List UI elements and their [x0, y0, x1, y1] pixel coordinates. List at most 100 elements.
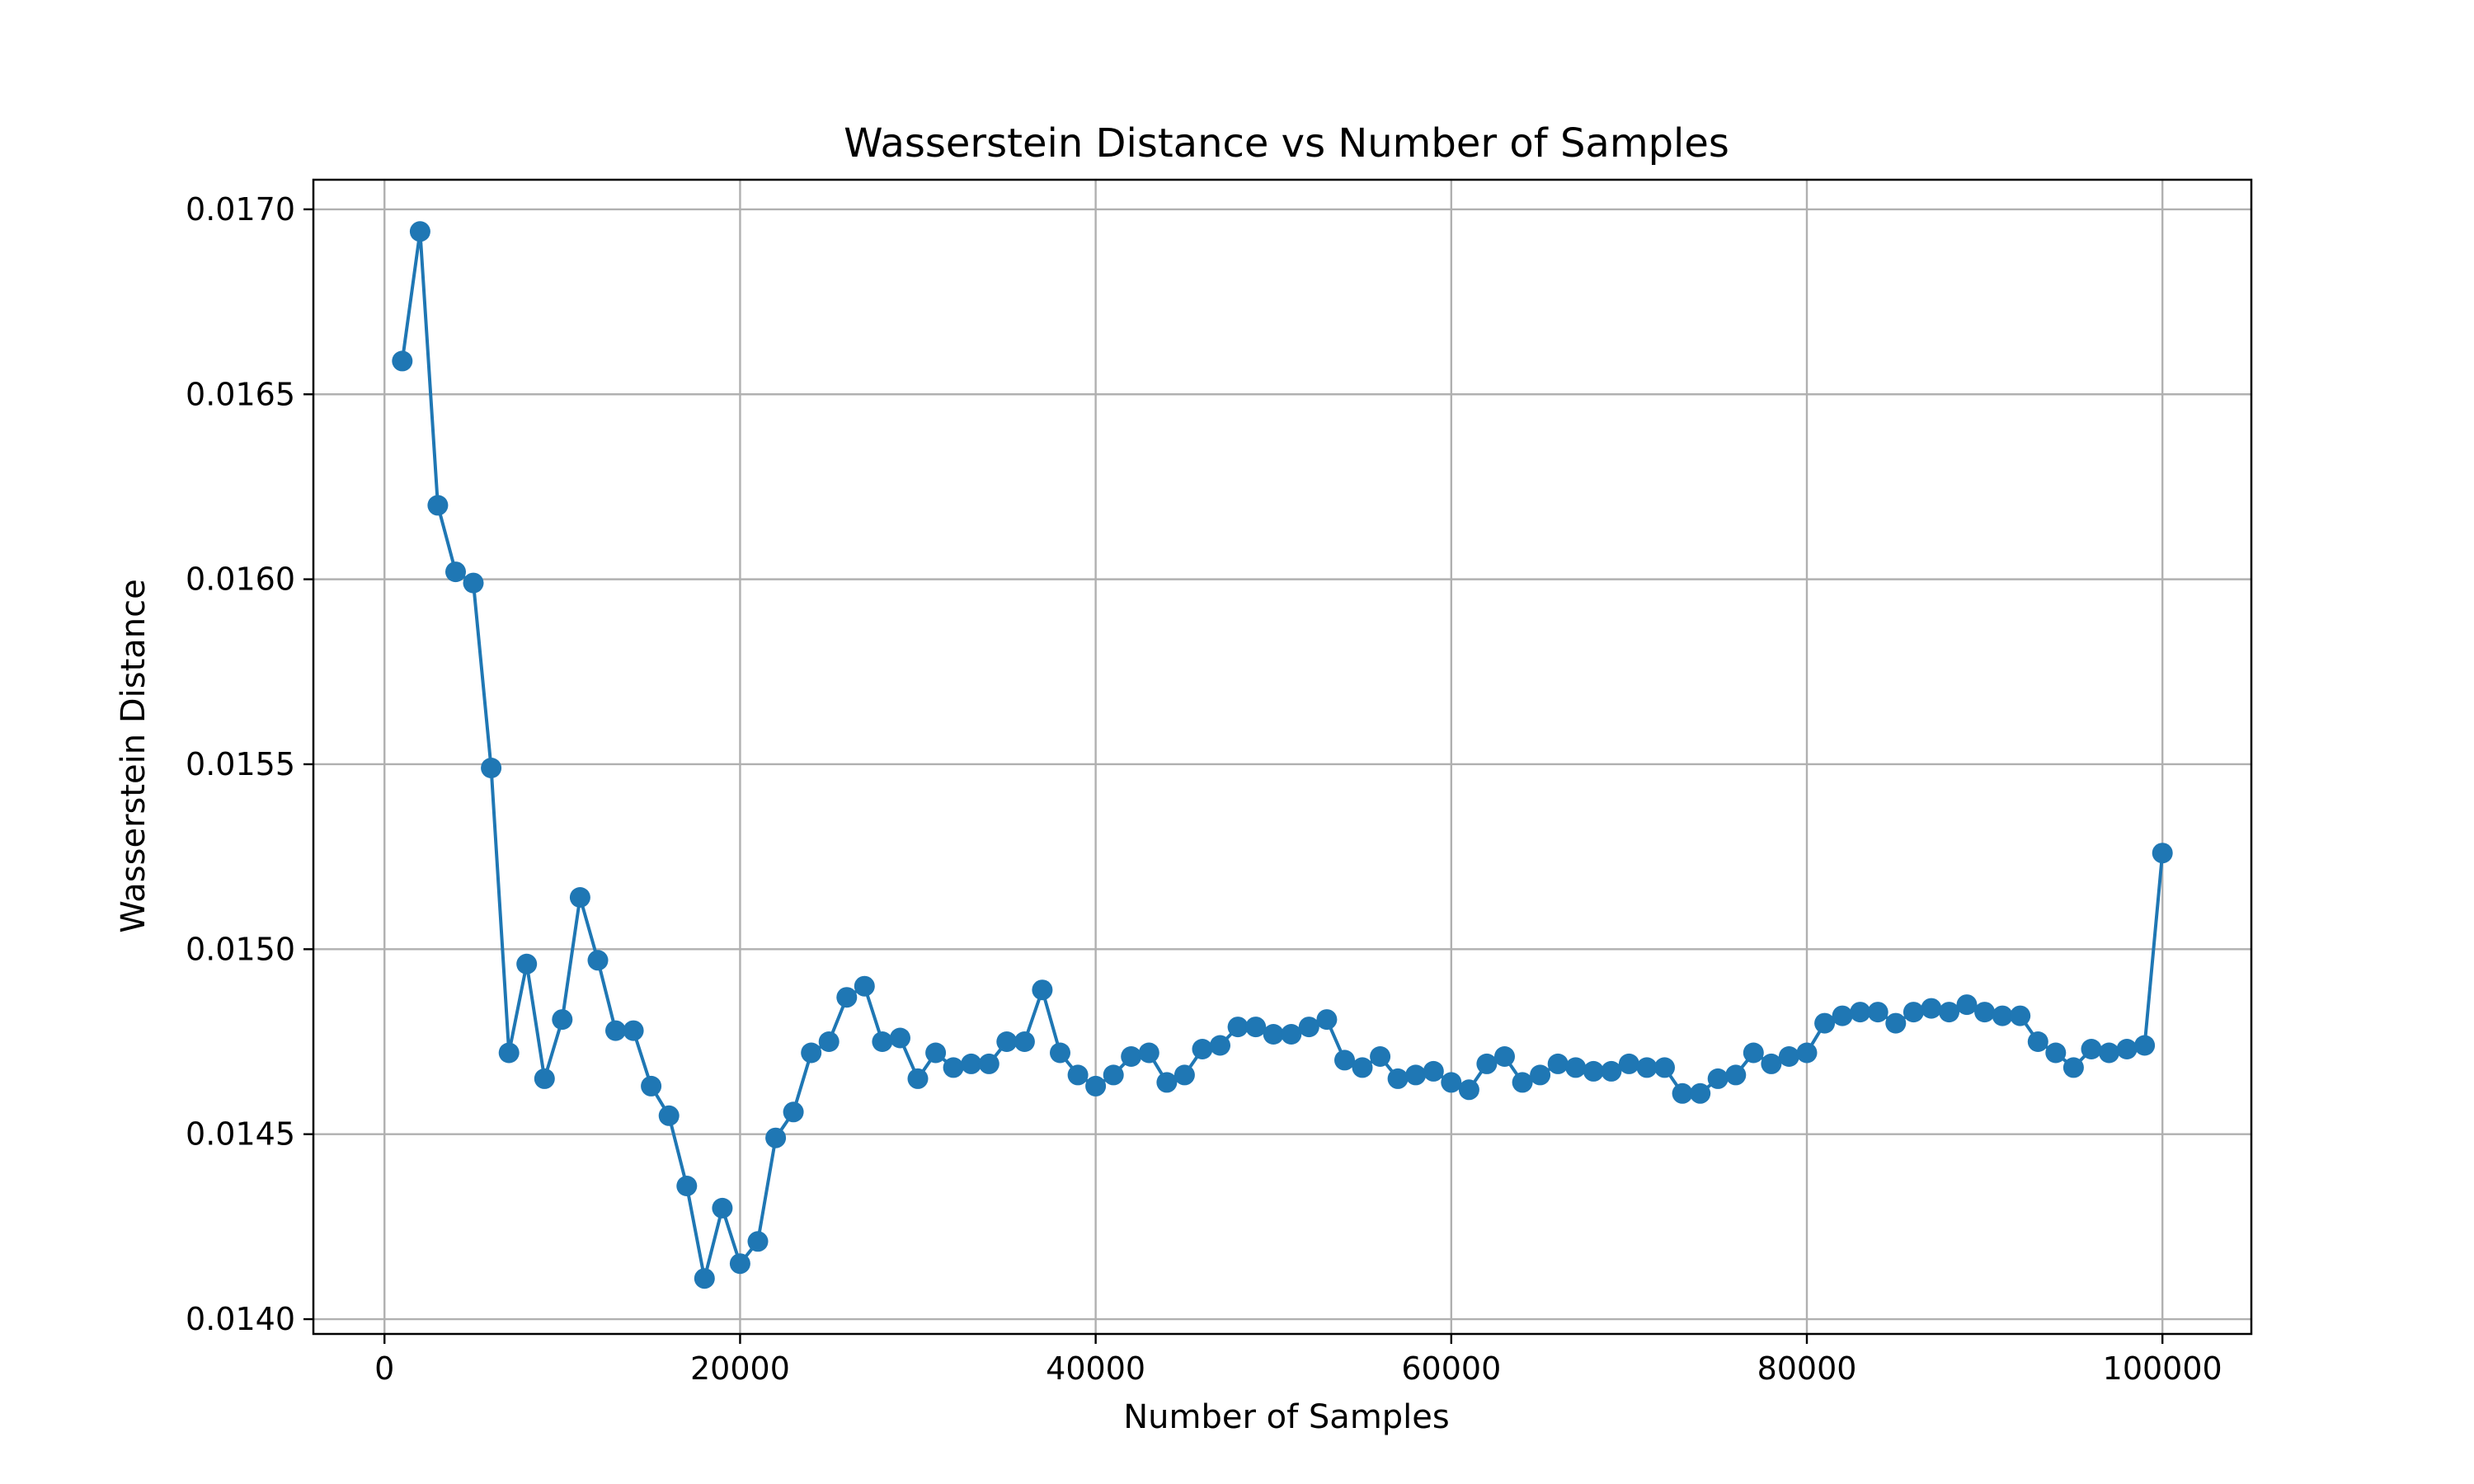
data-point: [729, 1253, 750, 1275]
data-point: [1263, 1024, 1284, 1045]
y-tick-label: 0.0155: [186, 746, 295, 782]
y-axis: 0.0140 0.0145 0.0150 0.0155 0.0160 0.0165 0.01…: [186, 191, 313, 1337]
data-point: [1583, 1060, 1604, 1082]
data-point: [1921, 998, 1942, 1019]
data-point: [1832, 1005, 1853, 1026]
data-point: [1103, 1064, 1124, 1086]
data-point: [1014, 1031, 1035, 1052]
data-point: [2152, 843, 2173, 864]
data-point: [2045, 1042, 2067, 1064]
data-point: [658, 1105, 680, 1126]
data-point: [1281, 1024, 1302, 1045]
y-tick-label: 0.0140: [186, 1301, 295, 1337]
data-point: [569, 887, 590, 908]
y-tick-label: 0.0160: [186, 561, 295, 598]
plot-frame: [312, 178, 2253, 1336]
grid: [313, 180, 2251, 1334]
data-point: [1761, 1053, 1782, 1074]
data-point: [836, 987, 858, 1008]
data-point: [1725, 1064, 1747, 1086]
data-point: [392, 350, 413, 372]
data-point: [1743, 1042, 1764, 1064]
data-point: [1156, 1072, 1178, 1093]
y-tick-label: 0.0145: [186, 1116, 295, 1153]
data-point: [890, 1027, 910, 1049]
x-tick-label: 100000: [2103, 1350, 2222, 1387]
data-point: [481, 758, 502, 778]
data-point: [1405, 1064, 1427, 1086]
data-point: [1316, 1009, 1338, 1031]
data-point: [1707, 1068, 1729, 1089]
data-point: [1939, 1002, 1959, 1023]
data-point: [1121, 1046, 1142, 1067]
data-point: [1441, 1072, 1462, 1093]
data-point: [1210, 1035, 1230, 1056]
data-point: [961, 1053, 982, 1074]
y-axis-label: Wasserstein Distance: [115, 579, 153, 932]
data-point: [854, 975, 875, 997]
data-point: [2062, 1057, 2084, 1078]
data-point: [978, 1053, 999, 1074]
x-tick-label: 0: [374, 1350, 394, 1387]
data-point: [587, 950, 609, 971]
data-point: [694, 1268, 715, 1289]
data-point: [1032, 979, 1053, 1001]
data-point: [1654, 1057, 1675, 1078]
data-point: [1690, 1082, 1711, 1104]
x-tick-label: 60000: [1401, 1350, 1501, 1387]
data-point: [943, 1057, 964, 1078]
x-tick-label: 20000: [690, 1350, 790, 1387]
data-point: [1192, 1039, 1213, 1059]
data-point: [552, 1009, 573, 1031]
data-point: [534, 1068, 555, 1089]
data-point: [1458, 1079, 1479, 1101]
data-point: [1992, 1005, 2013, 1026]
data-point: [623, 1020, 644, 1041]
x-tick-label: 40000: [1046, 1350, 1145, 1387]
data-point: [427, 495, 449, 516]
data-point: [1494, 1046, 1515, 1067]
x-axis: 0 20000 40000 60000 80000 100000: [374, 1334, 2222, 1387]
chart-title: Wasserstein Distance vs Number of Sample…: [844, 120, 1729, 167]
data-point: [1903, 1002, 1924, 1023]
data-point: [1885, 1012, 1907, 1034]
data-point: [445, 561, 466, 583]
data-point: [925, 1042, 947, 1064]
data-point: [498, 1042, 520, 1064]
series-layer: [392, 221, 2173, 1289]
data-point: [872, 1031, 893, 1052]
data-point: [1387, 1068, 1409, 1089]
data-point: [1174, 1064, 1195, 1086]
data-point: [676, 1176, 698, 1196]
data-point: [1565, 1057, 1587, 1078]
data-point: [1850, 1002, 1871, 1023]
data-point: [1085, 1075, 1107, 1097]
data-point: [818, 1031, 840, 1052]
data-point: [747, 1231, 769, 1252]
data-point: [1672, 1082, 1693, 1104]
data-point: [1956, 994, 1978, 1016]
data-point: [1778, 1046, 1799, 1067]
data-point: [996, 1031, 1018, 1052]
data-point: [1530, 1064, 1551, 1086]
data-point: [765, 1127, 787, 1148]
data-point: [1050, 1042, 1070, 1064]
data-point: [605, 1020, 626, 1041]
data-point: [1547, 1053, 1569, 1074]
y-tick-label: 0.0150: [186, 931, 295, 967]
data-point: [463, 572, 484, 594]
y-tick-label: 0.0170: [186, 191, 295, 228]
data-point: [2010, 1005, 2031, 1026]
data-point: [907, 1068, 929, 1089]
data-point: [1245, 1017, 1267, 1038]
data-point: [2027, 1031, 2048, 1052]
data-point: [2134, 1035, 2156, 1056]
x-axis-label: Number of Samples: [1123, 1398, 1450, 1436]
data-point: [1796, 1042, 1818, 1064]
data-point: [1512, 1072, 1533, 1093]
data-point: [1067, 1064, 1089, 1086]
data-point: [1352, 1057, 1373, 1078]
data-point: [1636, 1057, 1658, 1078]
